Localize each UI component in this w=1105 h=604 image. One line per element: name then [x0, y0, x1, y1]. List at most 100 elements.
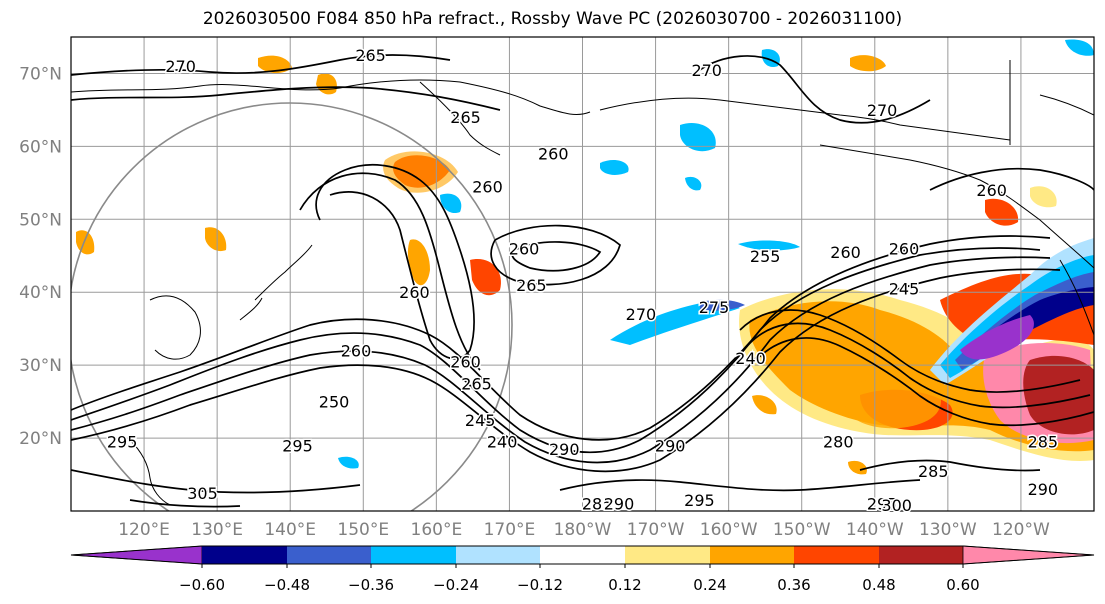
contour-label: 255: [750, 247, 781, 266]
coast-canada: [1009, 60, 1094, 145]
contour-label: 280: [823, 433, 854, 452]
shade-orange-s1: [752, 395, 777, 415]
contour-label: 240: [487, 433, 518, 452]
contour-label: 300: [881, 496, 912, 515]
coast-philippines: [129, 439, 171, 506]
contour-label: 270: [165, 57, 196, 76]
gridlines: [71, 37, 1094, 511]
contour-label: 245: [465, 411, 496, 430]
contour-label: 245: [889, 280, 920, 299]
contour-270: [71, 54, 451, 76]
contour-label: 265: [516, 276, 547, 295]
coast-north-america: [1059, 259, 1094, 336]
contour-270-east: [699, 55, 931, 124]
contour-label: 285: [1028, 433, 1059, 452]
lat-label: 70°N: [19, 64, 62, 84]
lon-label: 140°E: [264, 520, 316, 540]
contour-jet-3: [71, 268, 1061, 473]
lat-label: 20°N: [19, 429, 62, 449]
coast-asia-north: [71, 79, 591, 115]
colorbar-tick-label: 0.60: [946, 576, 979, 594]
colorbar-bin: [540, 546, 625, 564]
colorbar-bin: [794, 546, 879, 564]
colorbar-bin: [456, 546, 540, 564]
colorbar-tick-label: −0.60: [179, 576, 225, 594]
lat-label-layer: 70°N 60°N 50°N 40°N 30°N 20°N: [19, 64, 62, 449]
colorbar-bin: [879, 546, 963, 564]
contour-305: [129, 499, 241, 508]
contour-east-loop-2: [747, 322, 1091, 409]
contour-label: 240: [735, 349, 766, 368]
contour-label: 295: [867, 495, 898, 514]
contour-label: 270: [867, 101, 898, 120]
contour-label: 260: [341, 342, 372, 361]
contour-label: 260: [976, 181, 1007, 200]
contour-label: 270: [691, 61, 722, 80]
colorbar-arrow-min: [70, 545, 203, 565]
contour-east-loop: [739, 309, 1081, 393]
colorbar-tick-label: 0.12: [608, 576, 641, 594]
lat-label: 50°N: [19, 210, 62, 230]
contour-low-260: [511, 241, 602, 272]
shade-blue-n2: [680, 122, 716, 152]
contour-label: 260: [830, 243, 861, 262]
contour-label: 265: [450, 108, 481, 127]
shade-nw-orange: [316, 73, 337, 95]
contour-east-loop-3: [755, 337, 1094, 427]
colorbar-bin: [287, 546, 371, 564]
shade-bering-west: [470, 259, 501, 296]
contour-label: 295: [282, 436, 313, 455]
contour-label: 260: [450, 353, 481, 372]
lat-label: 60°N: [19, 137, 62, 157]
lon-label: 170°E: [484, 520, 536, 540]
contour-label: 260: [889, 239, 920, 258]
shade-kamchatka-halo: [383, 151, 458, 193]
shade-blue-n3: [600, 159, 629, 175]
colorbar-bin: [202, 546, 287, 564]
great-circle-ring: [71, 102, 513, 511]
contour-label: 270: [626, 305, 657, 324]
shade-purple: [960, 315, 1034, 360]
contour-label: 290: [1028, 480, 1059, 499]
contour-label: 260: [509, 239, 540, 258]
contour-trough-265: [299, 172, 481, 371]
shade-ne-yellow: [1030, 186, 1057, 208]
shade-blue-n5: [738, 240, 800, 251]
lon-label: 170°W: [627, 520, 685, 540]
colorbar-tick-label: 0.48: [862, 576, 895, 594]
contour-265-north: [71, 86, 501, 111]
colorbar-tick-label: 0.24: [693, 576, 726, 594]
lon-label: 120°W: [992, 520, 1050, 540]
lat-label: 30°N: [19, 356, 62, 376]
contour-label: 295: [107, 433, 138, 452]
contour-label: 260: [538, 145, 569, 164]
contour-lines: [71, 54, 1094, 508]
map-frame: [70, 36, 1095, 512]
colorbar-tick-label: −0.24: [433, 576, 479, 594]
colorbar-bin: [710, 546, 794, 564]
coast-alaska-peninsula: [819, 144, 1094, 269]
contour-label: 265: [461, 374, 492, 393]
colorbar-tick-label: −0.36: [348, 576, 394, 594]
shade-orange-s3: [407, 239, 430, 286]
contour-label: 290: [604, 495, 635, 514]
colorbar-bin: [371, 546, 456, 564]
contour-260-ne: [929, 167, 1094, 191]
coast-alaska: [599, 97, 1011, 141]
lon-label-layer: 120°E 130°E 140°E 150°E 160°E 170°E 180°W 170°W…: [118, 520, 1050, 540]
contour-label: 250: [319, 393, 350, 412]
lon-label: 140°W: [846, 520, 904, 540]
shade-west-orange: [76, 230, 95, 255]
contour-south-290: [559, 479, 921, 492]
contour-label: 285: [582, 495, 613, 514]
shade-blue-n7: [685, 176, 702, 191]
shade-west-orange-2: [205, 227, 227, 252]
contour-label-layer: 270 265 265 260 260 260 265 260 260 260 265 245 240 2…: [105, 45, 1059, 517]
contour-label: 290: [549, 440, 580, 459]
contour-label: 285: [918, 462, 949, 481]
contour-label: 305: [187, 484, 218, 503]
contour-jet-west: [71, 247, 1041, 454]
colorbar-arrow-max: [962, 545, 1095, 565]
contour-trough-260: [315, 164, 475, 360]
